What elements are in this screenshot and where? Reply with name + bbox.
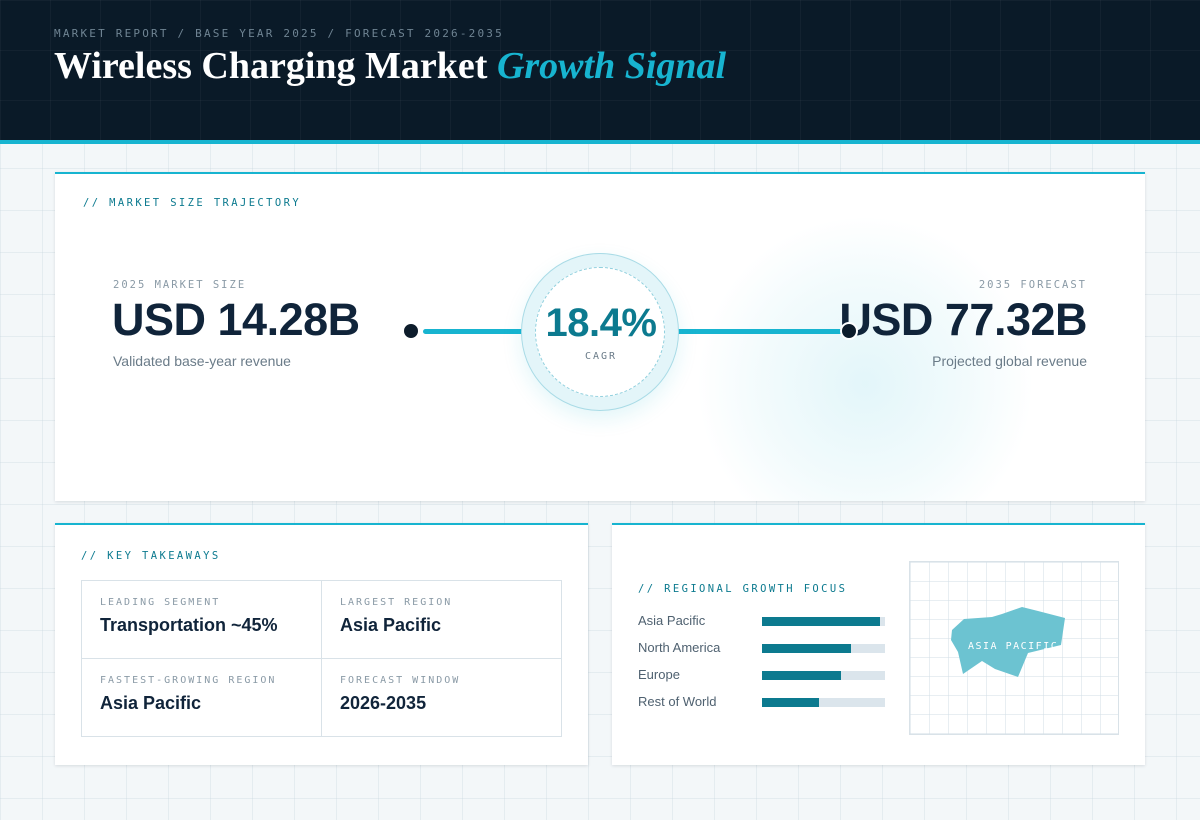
takeaway-leading-segment: LEADING SEGMENT Transportation ~45% [82, 581, 322, 659]
takeaways-grid: LEADING SEGMENT Transportation ~45% LARG… [81, 580, 562, 737]
region-bar-row: Rest of World [638, 694, 898, 710]
asia-pacific-map-shape [951, 607, 1065, 677]
takeaway-label: FORECAST WINDOW [340, 675, 461, 686]
start-kpi-value: USD 14.28B [112, 294, 360, 345]
trajectory-end-dot [840, 322, 858, 340]
trajectory-start-dot [402, 322, 420, 340]
page-title-accent: Growth Signal [496, 45, 727, 87]
takeaway-fastest-growing-region: FASTEST-GROWING REGION Asia Pacific [82, 659, 322, 737]
section-label-regional: // REGIONAL GROWTH FOCUS [638, 583, 848, 595]
region-bar-track [762, 617, 885, 626]
takeaway-label: LEADING SEGMENT [100, 597, 221, 608]
region-bar-fill [762, 671, 841, 680]
market-size-trajectory-card: // MARKET SIZE TRAJECTORY 2025 MARKET SI… [55, 172, 1145, 501]
background-glow [695, 214, 1035, 501]
page-header: MARKET REPORT / BASE YEAR 2025 / FORECAS… [0, 0, 1200, 144]
region-bar-track [762, 644, 885, 653]
takeaway-largest-region: LARGEST REGION Asia Pacific [322, 581, 562, 659]
end-kpi-value: USD 77.32B [839, 294, 1087, 345]
takeaway-value: Asia Pacific [100, 693, 202, 713]
takeaway-label: LARGEST REGION [340, 597, 453, 608]
section-label-trajectory: // MARKET SIZE TRAJECTORY [83, 197, 302, 209]
region-bar-label: North America [638, 640, 721, 655]
end-kpi-label: 2035 FORECAST [978, 279, 1087, 291]
page-title-main: Wireless Charging Market [54, 45, 488, 87]
map-region-label: ASIA PACIFIC [968, 641, 1059, 652]
takeaway-value: 2026-2035 [340, 693, 427, 713]
region-bar-row: Europe [638, 667, 898, 683]
region-bar-fill [762, 617, 881, 626]
breadcrumb: MARKET REPORT / BASE YEAR 2025 / FORECAS… [54, 27, 504, 40]
cagr-badge: 18.4% CAGR [521, 253, 679, 411]
regional-growth-card: // REGIONAL GROWTH FOCUS Asia Pacific No… [612, 523, 1145, 765]
region-bar-fill [762, 644, 851, 653]
takeaway-value: Asia Pacific [340, 615, 442, 635]
takeaway-forecast-window: FORECAST WINDOW 2026-2035 [322, 659, 562, 737]
page-title: Wireless Charging Market Growth Signal [54, 44, 726, 88]
end-kpi-note: Projected global revenue [932, 353, 1087, 369]
region-bar-label: Rest of World [638, 694, 717, 709]
key-takeaways-card: // KEY TAKEAWAYS LEADING SEGMENT Transpo… [55, 523, 588, 765]
cagr-label: CAGR [584, 351, 618, 362]
region-bar-label: Europe [638, 667, 680, 682]
region-bar-label: Asia Pacific [638, 613, 706, 628]
takeaway-value: Transportation ~45% [100, 615, 278, 635]
region-bar-track [762, 698, 885, 707]
region-bar-row: Asia Pacific [638, 613, 898, 629]
start-kpi-label: 2025 MARKET SIZE [113, 279, 247, 291]
takeaway-label: FASTEST-GROWING REGION [100, 675, 277, 686]
cagr-inner-ring: 18.4% CAGR [535, 267, 665, 397]
region-map: ASIA PACIFIC [909, 561, 1119, 735]
start-kpi-note: Validated base-year revenue [113, 353, 291, 369]
cagr-value: 18.4% [545, 301, 657, 345]
section-label-takeaways: // KEY TAKEAWAYS [81, 550, 221, 562]
region-bar-row: North America [638, 640, 898, 656]
region-bar-fill [762, 698, 819, 707]
region-bar-track [762, 671, 885, 680]
